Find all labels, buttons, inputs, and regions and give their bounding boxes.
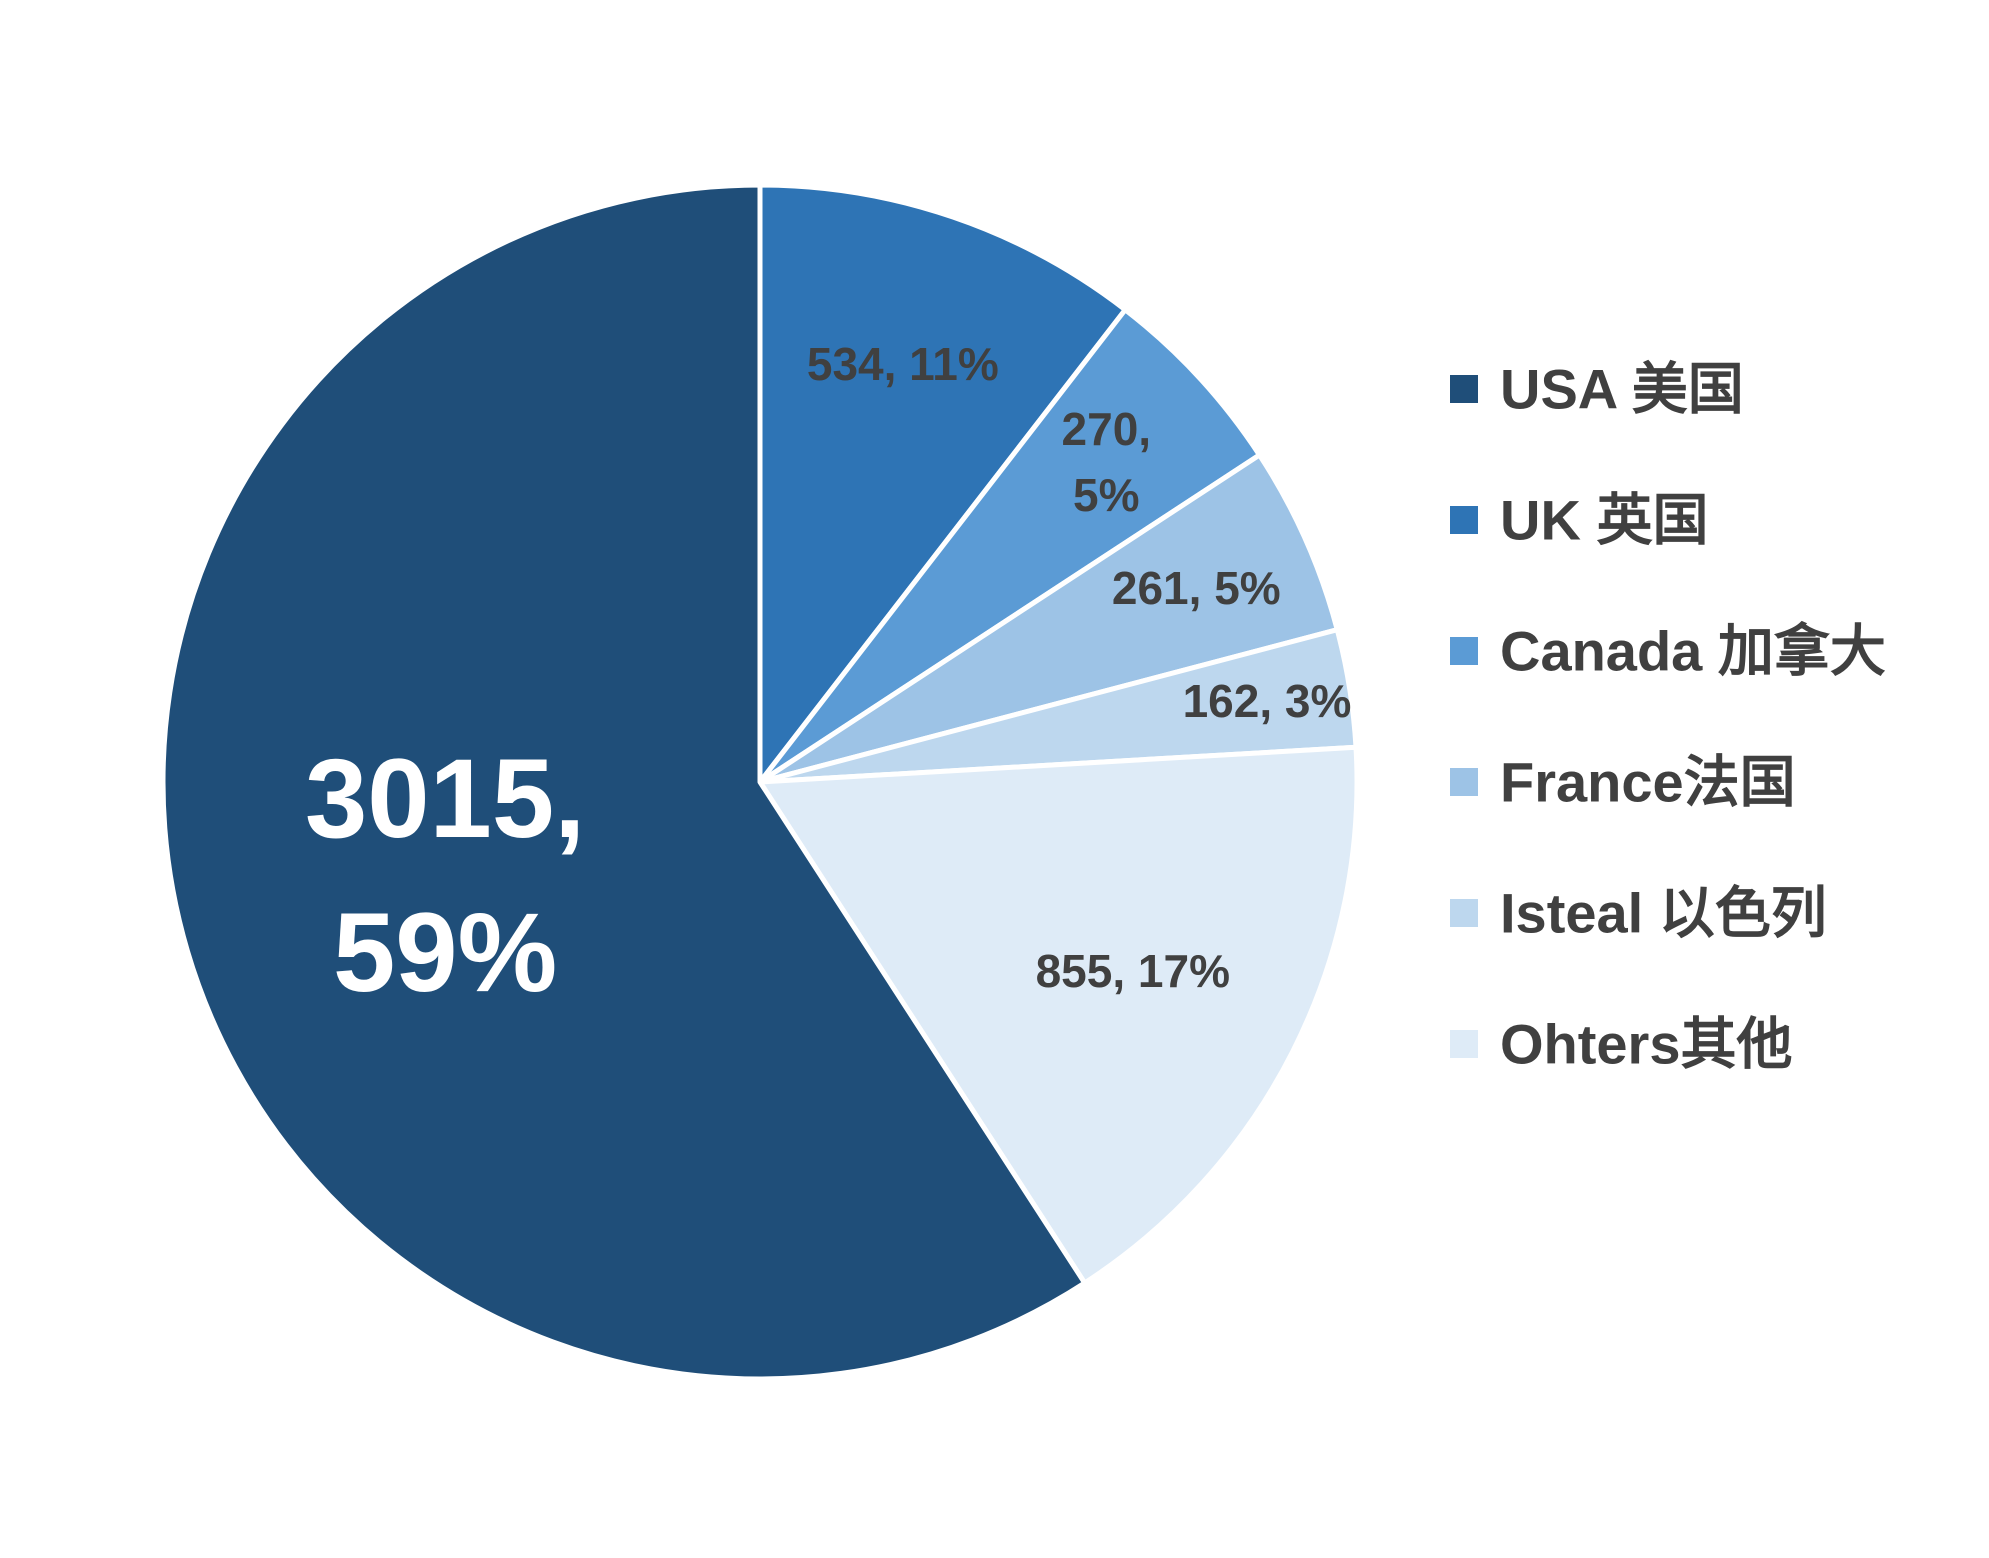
legend-item-uk: UK 英国 <box>1450 489 1708 552</box>
pie-slices <box>160 182 1360 1382</box>
legend-label: USA 美国 <box>1500 358 1744 421</box>
data-label-isteal: 162, 3% <box>1183 675 1352 727</box>
legend-label: UK 英国 <box>1500 489 1708 552</box>
data-label-usa: 3015, 59% <box>305 736 585 1015</box>
legend-item-ohters: Ohters其他 <box>1450 1013 1793 1076</box>
legend-swatch <box>1450 768 1478 796</box>
legend-swatch <box>1450 506 1478 534</box>
data-label-ohters: 855, 17% <box>1036 945 1230 997</box>
legend-item-canada: Canada 加拿大 <box>1450 620 1886 683</box>
legend-label: France法国 <box>1500 751 1796 814</box>
pie-slice-france <box>757 452 1340 785</box>
legend-label: Isteal 以色列 <box>1500 882 1827 945</box>
data-label-uk: 534, 11% <box>807 338 999 390</box>
pie-slice-canada <box>757 307 1262 785</box>
legend-label: Ohters其他 <box>1500 1013 1793 1076</box>
pie-slice-ohters <box>757 744 1360 1286</box>
legend-item-france: France法国 <box>1450 751 1796 814</box>
pie-slice-usa <box>160 182 1088 1382</box>
legend-label: Canada 加拿大 <box>1500 620 1886 683</box>
legend-swatch <box>1450 375 1478 403</box>
legend: USA 美国 UK 英国 Canada 加拿大 France法国 Isteal 以色列 O… <box>1450 358 1886 1076</box>
pie-data-labels: 534, 11% 270, 5% 261, 5% 162, 3% 855, 17% 3015… <box>305 338 1351 1015</box>
legend-swatch <box>1450 637 1478 665</box>
data-label-france: 261, 5% <box>1112 562 1281 614</box>
legend-swatch <box>1450 1030 1478 1058</box>
data-label-canada: 270, 5% <box>1062 403 1152 521</box>
legend-swatch <box>1450 899 1478 927</box>
legend-item-usa: USA 美国 <box>1450 358 1744 421</box>
pie-slice-uk <box>757 182 1128 785</box>
legend-item-isteal: Isteal 以色列 <box>1450 882 1827 945</box>
